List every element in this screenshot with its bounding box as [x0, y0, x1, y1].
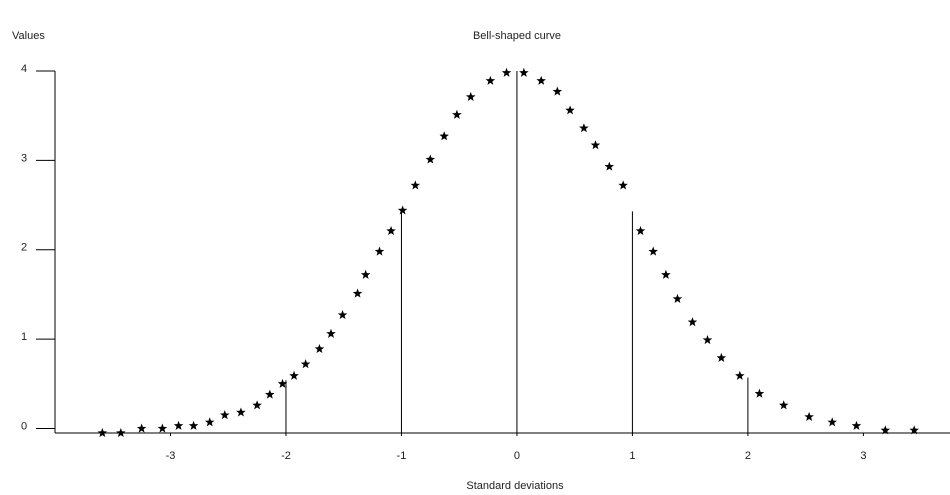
- point: [439, 131, 449, 141]
- point: [157, 423, 168, 433]
- point: [661, 269, 671, 279]
- point: [778, 400, 789, 410]
- point: [735, 370, 745, 380]
- point: [337, 310, 348, 320]
- point: [300, 359, 311, 369]
- point: [116, 428, 126, 438]
- point: [352, 288, 363, 298]
- point: [360, 269, 371, 279]
- x-tick-label: 0: [514, 450, 520, 462]
- point: [485, 75, 496, 85]
- x-tick-label: -1: [397, 450, 407, 462]
- point: [565, 105, 575, 115]
- point: [579, 123, 589, 133]
- x-tick-label: 2: [745, 450, 751, 462]
- point: [277, 378, 288, 388]
- y-tick-label: 0: [21, 420, 27, 432]
- point: [410, 180, 421, 190]
- point: [552, 86, 563, 96]
- point: [452, 109, 462, 119]
- point: [604, 161, 615, 171]
- y-tick-label: 1: [21, 331, 27, 343]
- x-tick-label: 3: [860, 450, 866, 462]
- point: [425, 154, 436, 164]
- point: [465, 91, 476, 101]
- point: [754, 388, 765, 398]
- point: [519, 67, 529, 77]
- x-axis-label: Standard deviations: [466, 480, 564, 492]
- point: [536, 75, 546, 85]
- point: [326, 328, 336, 338]
- point: [716, 352, 727, 362]
- point: [804, 411, 814, 421]
- chart-title: Bell-shaped curve: [473, 30, 561, 42]
- x-tick-label: -2: [281, 450, 291, 462]
- point: [672, 293, 683, 303]
- point: [314, 343, 325, 354]
- point: [136, 423, 147, 433]
- point: [220, 410, 230, 420]
- point: [204, 417, 215, 427]
- point: [702, 335, 713, 345]
- point: [648, 246, 658, 256]
- point: [687, 317, 698, 327]
- y-tick-label: 2: [21, 242, 27, 254]
- x-tick-label: -3: [166, 450, 176, 462]
- point: [386, 226, 396, 236]
- point: [501, 67, 512, 77]
- point: [252, 400, 262, 410]
- point: [827, 417, 837, 427]
- point: [289, 370, 299, 380]
- point: [909, 425, 919, 435]
- point: [851, 420, 862, 430]
- y-tick-label: 3: [21, 152, 27, 164]
- point: [173, 420, 184, 430]
- y-tick-label: 4: [21, 63, 27, 75]
- point: [265, 389, 275, 399]
- x-tick-label: 1: [629, 450, 635, 462]
- point: [618, 180, 628, 190]
- point: [188, 420, 199, 430]
- y-axis-label: Values: [12, 30, 45, 42]
- point: [236, 407, 246, 417]
- point: [880, 425, 891, 435]
- point: [635, 226, 646, 236]
- point: [97, 428, 108, 438]
- point: [374, 246, 385, 256]
- point: [590, 140, 601, 150]
- point: [397, 205, 408, 215]
